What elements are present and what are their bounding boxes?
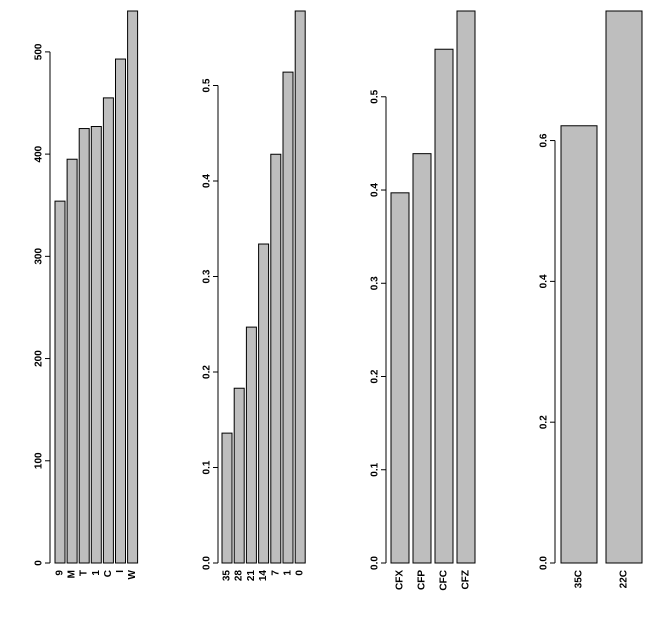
x-category-label: 28 [234,570,245,582]
bar-C [102,97,114,564]
y-tick-label: 0.0 [539,556,550,570]
y-tick-label: 0.0 [370,556,381,570]
y-tick-label: 100 [34,452,45,469]
bar-1 [90,126,102,564]
y-tick-label: 0.6 [539,133,550,147]
bar-7 [270,153,282,564]
y-tick-label: 500 [34,43,45,60]
y-tick-label: 0.4 [539,274,550,288]
x-category-label: CFC [439,570,450,591]
bar-T [78,128,90,564]
y-tick-label: 0.4 [370,183,381,197]
x-category-label: C [103,570,114,577]
bar-I [115,58,126,564]
bar-35C [560,125,598,564]
y-tick-label: 0.1 [370,462,381,476]
y-tick-label: 0.4 [202,174,213,188]
bar-W [127,10,139,564]
bar-35 [221,432,233,564]
bar-1 [282,71,294,564]
x-category-label: 1 [283,570,294,576]
bar-chart-panel-2: 0.0 0.1 0.2 0.3 0.4 0.5 35 28 21 14 7 1 0 [202,10,306,582]
bar-chart-panel-3: 0.0 0.1 0.2 0.3 0.4 0.5 CFX CFP CFC CFZ [370,10,476,591]
x-category-label: CFP [417,570,428,590]
x-category-label: 14 [258,570,269,582]
x-category-label: 1 [91,570,102,576]
y-tick-label: 0.2 [370,369,381,383]
x-category-label: 9 [55,570,66,576]
bar-CFZ [456,10,476,564]
y-tick-label: 0.3 [202,269,213,283]
x-category-label: M [67,570,78,578]
bar-chart-panel-1: 0 100 200 300 400 500 9 M T 1 C I W [34,10,139,579]
x-category-label: 22C [619,570,630,588]
x-category-label: 21 [246,570,257,582]
bar-22C [605,10,643,564]
x-category-label: T [79,570,90,576]
y-tick-label: 0.3 [370,276,381,290]
bar-9 [54,200,66,564]
x-category-label: CFX [395,570,406,590]
y-tick-label: 0.2 [539,415,550,429]
bar-chart-panel-4: 0.0 0.2 0.4 0.6 35C 22C [539,10,643,588]
y-tick-label: 300 [34,248,45,265]
y-tick-label: 0.5 [370,89,381,103]
bar-21 [245,326,257,564]
x-category-label: CFZ [461,570,472,589]
y-tick-label: 0 [34,560,45,566]
x-category-label: 35 [222,570,233,582]
bar-M [66,158,78,564]
y-tick-label: 0.1 [202,460,213,474]
bar-CFC [434,48,454,564]
y-tick-label: 400 [34,145,45,162]
x-category-label: 7 [270,570,281,576]
bar-CFP [412,153,432,564]
bar-28 [233,387,245,564]
bar-CFX [390,192,410,564]
y-tick-label: 0.2 [202,365,213,379]
x-category-label: I [115,570,126,573]
y-tick-label: 0.0 [202,556,213,570]
x-category-label: 35C [574,570,585,588]
bar-14 [258,243,270,564]
y-tick-label: 200 [34,350,45,367]
bar-0 [294,10,306,564]
x-category-label: W [127,569,138,579]
x-category-label: 0 [295,570,306,576]
y-tick-label: 0.5 [202,78,213,92]
